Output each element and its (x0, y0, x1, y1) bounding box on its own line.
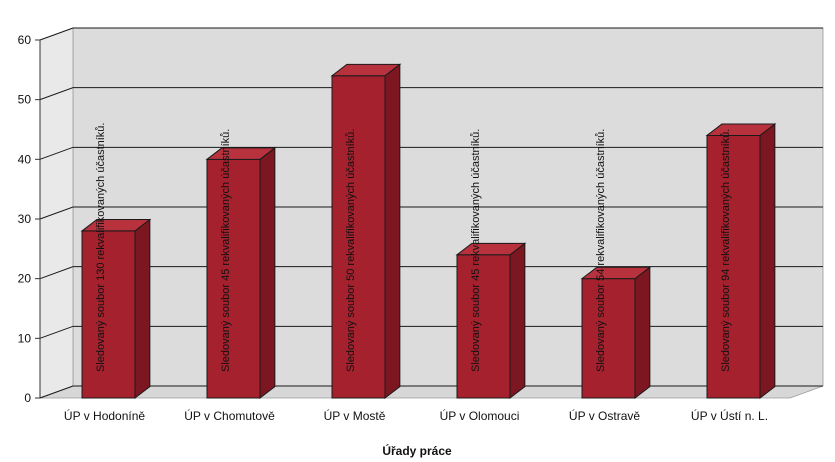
bar-annotation: Sledovaný soubor 130 rekvalifikovaných ú… (95, 123, 107, 372)
y-axis-ticks: 0 10 20 30 40 50 60 (18, 33, 41, 405)
bar-side (759, 123, 776, 400)
y-tick-label: 0 (24, 391, 31, 405)
bar-front (331, 75, 386, 399)
bar-front (581, 278, 636, 399)
bar-side (259, 146, 276, 400)
floor (39, 385, 824, 399)
bar-top (580, 266, 652, 280)
y-tick-label: 20 (18, 272, 32, 286)
bar-top (330, 63, 402, 77)
y-tick-label: 30 (18, 212, 32, 226)
gridline (39, 385, 823, 399)
bar-annotation: Sledovaný soubor 45 rekvalifikovaných úč… (220, 129, 232, 372)
gridline (39, 87, 823, 101)
gridline (39, 27, 823, 41)
x-category-label: ÚP v Olomouci (440, 408, 520, 423)
bar: Sledovaný soubor 45 rekvalifikovaných úč… (205, 129, 277, 400)
x-category-label: ÚP v Mostě (324, 408, 386, 423)
bar-front (456, 254, 511, 399)
bar: Sledovaný soubor 130 rekvalifikovaných ú… (80, 123, 152, 400)
gridline (39, 206, 823, 220)
bar-top (705, 123, 777, 136)
bar-side (634, 266, 651, 400)
bar-top (455, 242, 527, 256)
gridline (39, 325, 823, 339)
y-tick-label: 50 (18, 93, 32, 107)
bar-top (80, 219, 152, 232)
bar-side (509, 242, 526, 400)
x-category-label: ÚP v Hodoníně (64, 408, 145, 423)
bar-front (206, 158, 261, 399)
x-category-label: ÚP v Ostravě (569, 408, 640, 423)
y-tick-label: 60 (18, 33, 32, 47)
x-category-label: ÚP v Chomutově (184, 408, 275, 423)
bars: Sledovaný soubor 130 rekvalifikovaných ú… (80, 63, 777, 400)
chart-background (39, 27, 824, 399)
bar: Sledovaný soubor 54 rekvalifikovaných úč… (580, 129, 652, 400)
y-tick-label: 40 (18, 152, 32, 166)
gridline (39, 146, 823, 160)
bar-top (205, 147, 277, 160)
bar-front (81, 230, 136, 399)
gridlines (39, 27, 823, 399)
bar-annotation: Sledovaný soubor 45 rekvalifikovaných úč… (470, 129, 482, 372)
gridline (39, 266, 823, 280)
bar: Sledovaný soubor 94 rekvalifikovaných úč… (705, 123, 777, 400)
y-tick-label: 10 (18, 331, 32, 345)
bar-annotation: Sledovaný soubor 54 rekvalifikovaných úč… (595, 129, 607, 372)
bar-annotation: Sledovaný soubor 50 rekvalifikovaných úč… (345, 129, 357, 372)
bar: Sledovaný soubor 45 rekvalifikovaných úč… (455, 129, 527, 400)
bar-side (384, 63, 401, 400)
x-axis-title: Úřady práce (382, 443, 452, 458)
x-axis-categories: ÚP v Hodoníně ÚP v Chomutově ÚP v Mostě ÚP … (64, 408, 768, 423)
bar-side (134, 218, 151, 400)
bar-annotation: Sledovaný soubor 94 rekvalifikovaných úč… (720, 129, 732, 372)
bar: Sledovaný soubor 50 rekvalifikovaných úč… (330, 63, 402, 400)
x-category-label: ÚP v Ústí n. L. (691, 408, 768, 423)
bar-front (706, 134, 761, 399)
